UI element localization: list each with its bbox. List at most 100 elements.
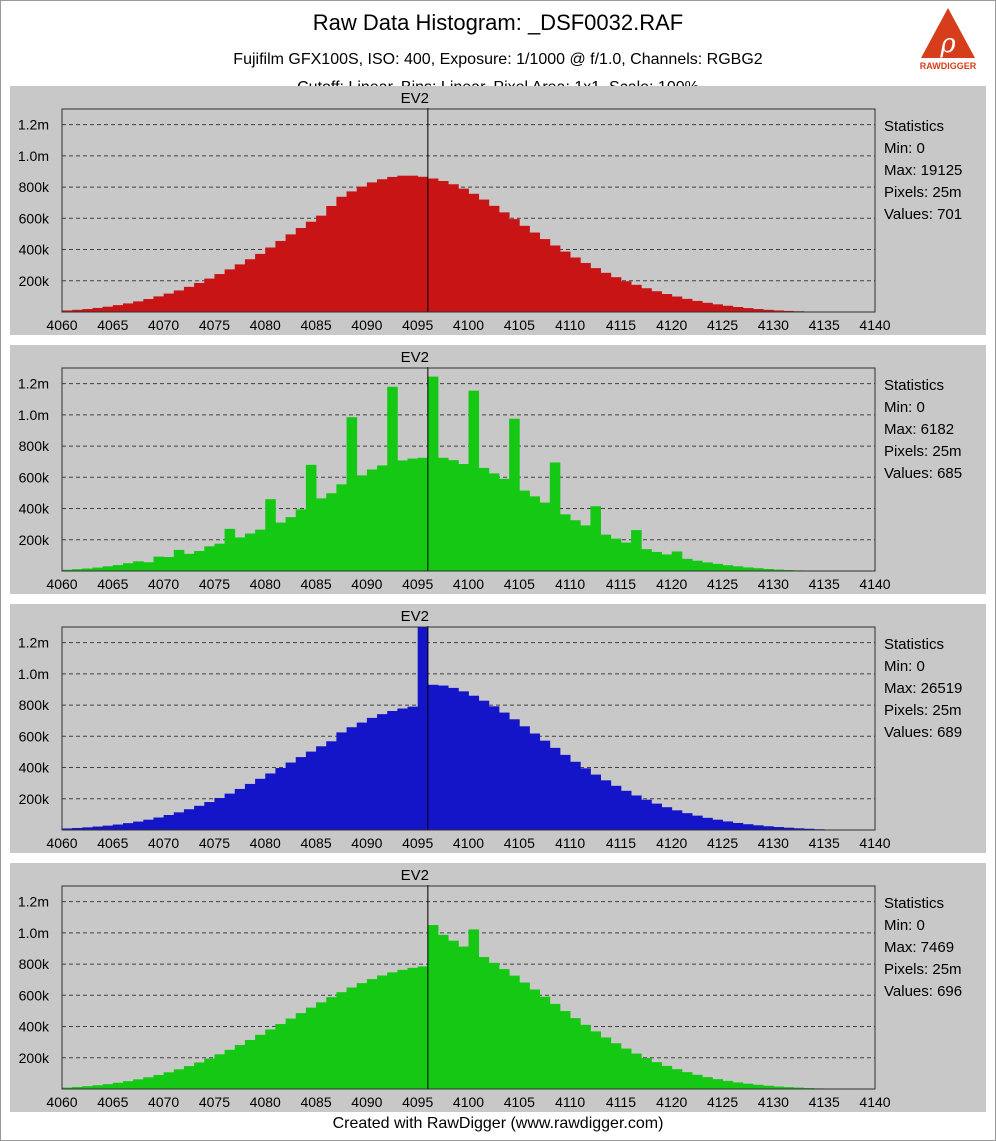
y-tick-label: 1.2m	[18, 117, 49, 133]
histogram-bar	[295, 1013, 307, 1089]
histogram-bar	[458, 464, 469, 571]
histogram-bar	[204, 546, 215, 571]
histogram-bar	[803, 828, 815, 830]
histogram-bar	[112, 824, 124, 830]
x-tick-label: 4065	[97, 576, 128, 592]
x-tick-label: 4110	[555, 317, 585, 333]
histogram-bar	[183, 286, 195, 312]
histogram-bar	[753, 825, 764, 830]
histogram-bar	[82, 309, 93, 312]
x-tick-label: 4110	[555, 576, 585, 592]
histogram-bar	[285, 234, 297, 312]
histogram-bar	[702, 562, 713, 571]
histogram-bar	[366, 182, 378, 312]
rawdigger-logo: ρ RAWDIGGER	[920, 8, 977, 71]
y-tick-label: 200k	[19, 1050, 50, 1066]
chart-title: Raw Data Histogram: _DSF0032.RAF	[312, 10, 684, 35]
histogram-bar	[417, 457, 429, 571]
histogram-bar	[133, 301, 144, 312]
histogram-bar	[549, 747, 561, 830]
y-tick-label: 400k	[19, 242, 50, 258]
histogram-bar	[488, 706, 500, 830]
histogram-bar	[773, 1086, 784, 1089]
footer-credit: Created with RawDigger (www.rawdigger.co…	[332, 1115, 664, 1132]
histogram-bar	[742, 824, 754, 830]
chart-subtitle: Fujifilm GFX100S, ISO: 400, Exposure: 1/…	[233, 51, 763, 68]
histogram-bar	[488, 205, 500, 312]
histogram-bar	[377, 179, 388, 312]
histogram-bar	[681, 813, 693, 830]
y-tick-label: 200k	[19, 273, 50, 289]
histogram-bar	[92, 307, 104, 312]
histogram-bar	[285, 762, 297, 830]
histogram-bar	[102, 306, 114, 312]
x-tick-label: 4075	[199, 576, 230, 592]
x-tick-label: 4135	[809, 317, 840, 333]
histogram-bar	[153, 1074, 165, 1089]
histogram-bar	[62, 310, 73, 312]
histogram-bar	[204, 278, 215, 312]
histogram-bar	[753, 568, 764, 571]
histogram-bar	[529, 733, 541, 830]
x-tick-label: 4135	[809, 576, 840, 592]
histogram-bar	[742, 567, 754, 571]
x-tick-label: 4110	[555, 835, 585, 851]
histogram-bar	[712, 304, 723, 312]
histogram-bar	[153, 817, 165, 830]
histogram-bar	[214, 543, 225, 571]
histogram-bar	[549, 245, 561, 312]
y-tick-label: 800k	[19, 956, 50, 972]
x-tick-label: 4130	[758, 1094, 789, 1110]
histogram-bar	[732, 1082, 744, 1089]
logo-wordmark: RAWDIGGER	[920, 61, 977, 71]
histogram-bar	[610, 277, 622, 312]
x-tick-label: 4140	[859, 317, 890, 333]
histogram-bar	[316, 498, 327, 571]
histogram-bar	[498, 969, 510, 1089]
histogram-bar	[620, 542, 632, 571]
histogram-bar	[570, 257, 581, 312]
statistics-line: Values: 685	[884, 465, 962, 482]
histogram-bar	[295, 509, 307, 571]
histogram-bar	[377, 714, 388, 830]
x-tick-label: 4080	[250, 317, 281, 333]
histogram-bar	[559, 754, 571, 830]
histogram-bar	[214, 797, 225, 830]
histogram-bar	[173, 549, 185, 571]
histogram-bar	[610, 785, 622, 830]
x-tick-label: 4140	[859, 576, 890, 592]
x-tick-label: 4065	[97, 317, 128, 333]
histogram-bar	[387, 972, 398, 1089]
histogram-bar	[244, 783, 256, 830]
statistics-line: Pixels: 25m	[884, 961, 962, 978]
statistics-line: Max: 26519	[884, 680, 962, 697]
histogram-bar	[509, 975, 520, 1089]
histogram-bar	[275, 522, 286, 571]
histogram-bar	[458, 691, 469, 830]
histogram-bar	[316, 1002, 327, 1089]
statistics-line: Max: 6182	[884, 421, 954, 438]
histogram-bar	[763, 1085, 774, 1089]
histogram-bar	[671, 810, 683, 830]
x-tick-label: 4085	[300, 1094, 331, 1110]
histogram-bar	[224, 1049, 236, 1089]
y-tick-label: 600k	[19, 210, 50, 226]
statistics-heading: Statistics	[884, 377, 944, 394]
histogram-bar	[661, 1065, 673, 1089]
x-tick-label: 4075	[199, 835, 230, 851]
histogram-bar	[133, 561, 144, 571]
x-tick-label: 4100	[453, 835, 484, 851]
plot-frame	[61, 367, 876, 572]
histogram-bar	[336, 992, 347, 1089]
x-tick-label: 4095	[402, 576, 433, 592]
histogram-bar	[651, 1062, 662, 1089]
histogram-bar	[498, 712, 510, 830]
histogram-bar	[82, 1086, 93, 1089]
histogram-bar	[224, 528, 236, 571]
histogram-bar	[183, 553, 195, 571]
histogram-bar	[122, 823, 134, 830]
histogram-bar	[133, 1079, 144, 1089]
histogram-bar	[763, 826, 774, 830]
statistics-line: Max: 19125	[884, 162, 962, 179]
